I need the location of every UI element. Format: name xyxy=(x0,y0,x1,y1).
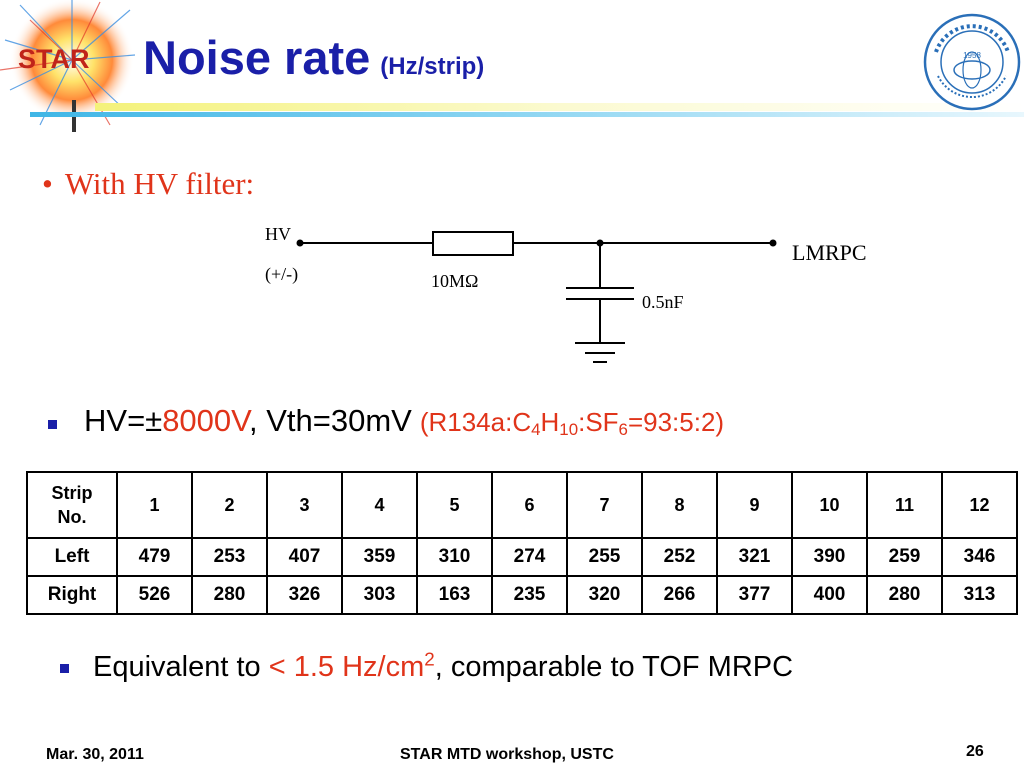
table-cell: 320 xyxy=(566,575,643,615)
plus-minus-symbol: ± xyxy=(145,403,163,438)
node-hv xyxy=(296,239,304,247)
bullet-square xyxy=(60,664,69,673)
table-header-strip: 3 xyxy=(266,471,343,539)
table-cell: 407 xyxy=(266,537,343,577)
resistor-symbol xyxy=(432,231,514,256)
bullet-hv-filter-text: With HV filter: xyxy=(64,166,255,201)
table-header-strip: 8 xyxy=(641,471,718,539)
table-header-strip: 12 xyxy=(941,471,1018,539)
table-cell: 310 xyxy=(416,537,493,577)
table-cell: 303 xyxy=(341,575,418,615)
table-header-strip: 2 xyxy=(191,471,268,539)
bullet-equivalent-rate: Equivalent to < 1.5 Hz/cm2, comparable t… xyxy=(93,648,794,684)
bullet-square xyxy=(48,420,57,429)
table-row: Right 526 280 326 303 163 235 320 266 377 400 280 31… xyxy=(26,575,1018,615)
ustc-seal-icon: 1958 xyxy=(923,13,1021,111)
bullet-hv-settings: HV=±8000V, Vth=30mV (R134a:C4H10:SF6=93:5… xyxy=(84,403,724,439)
circuit-capacitor-label: 0.5nF xyxy=(642,292,684,312)
title-main: Noise rate xyxy=(143,31,371,84)
seal-year: 1958 xyxy=(963,51,981,60)
table-header-strip: 1 xyxy=(116,471,193,539)
table-header-strip: 5 xyxy=(416,471,493,539)
circuit-hv-polarity: (+/-) xyxy=(265,264,299,284)
table-cell: 400 xyxy=(791,575,868,615)
table-row-label: Right xyxy=(26,575,118,615)
table-cell: 274 xyxy=(491,537,568,577)
table-row-label: Left xyxy=(26,537,118,577)
table-cell: 235 xyxy=(491,575,568,615)
header-band-yellow xyxy=(95,103,1024,111)
table-cell: 252 xyxy=(641,537,718,577)
equiv-prefix: Equivalent to xyxy=(93,651,269,683)
table-cell: 326 xyxy=(266,575,343,615)
page-title: Noise rate (Hz/strip) xyxy=(143,30,484,85)
circuit-output-label: LMRPC xyxy=(792,240,867,265)
table-cell: 280 xyxy=(866,575,943,615)
table-cell: 163 xyxy=(416,575,493,615)
bullet-hv-filter: • With HV filter: xyxy=(42,166,254,202)
table-row: Left 479 253 407 359 310 274 255 252 321 390 259 346 xyxy=(26,537,1018,577)
circuit-hv-label: HV xyxy=(265,224,291,244)
table-cell: 255 xyxy=(566,537,643,577)
table-cell: 479 xyxy=(116,537,193,577)
table-cell: 280 xyxy=(191,575,268,615)
table-cell: 253 xyxy=(191,537,268,577)
node-output xyxy=(769,239,777,247)
hv-filter-circuit xyxy=(296,231,777,363)
table-cell: 377 xyxy=(716,575,793,615)
table-header-strip-no: Strip No. xyxy=(26,471,118,539)
equiv-suffix: , comparable to TOF MRPC xyxy=(434,651,794,683)
table-header-strip: 9 xyxy=(716,471,793,539)
table-header-strip: 11 xyxy=(866,471,943,539)
vth-value: , Vth=30mV xyxy=(248,403,412,438)
gas-mixture: (R134a:C4H10:SF6=93:5:2) xyxy=(419,407,725,440)
table-header-row: Strip No. 1 2 3 4 5 6 7 8 9 10 11 12 xyxy=(26,471,1018,539)
table-cell: 526 xyxy=(116,575,193,615)
bullet-dot: • xyxy=(42,166,53,201)
table-cell: 313 xyxy=(941,575,1018,615)
hv-value: 8000V xyxy=(162,403,249,438)
table-header-strip: 7 xyxy=(566,471,643,539)
table-cell: 346 xyxy=(941,537,1018,577)
table-header-strip: 6 xyxy=(491,471,568,539)
header-band-cyan xyxy=(30,112,1024,117)
title-units: (Hz/strip) xyxy=(380,53,485,80)
node-junction xyxy=(596,239,604,247)
table-cell: 266 xyxy=(641,575,718,615)
footer-event: STAR MTD workshop, USTC xyxy=(400,746,614,763)
footer-date: Mar. 30, 2011 xyxy=(46,746,144,763)
equiv-value: < 1.5 Hz/cm2 xyxy=(268,648,435,683)
circuit-resistor-label: 10MΩ xyxy=(431,271,479,291)
slide-number: 26 xyxy=(966,743,984,760)
hv-prefix: HV= xyxy=(84,403,146,438)
table-cell: 259 xyxy=(866,537,943,577)
star-logo-text: STAR xyxy=(18,44,90,74)
table-cell: 390 xyxy=(791,537,868,577)
table-cell: 359 xyxy=(341,537,418,577)
noise-rate-table: Strip No. 1 2 3 4 5 6 7 8 9 10 11 12 Left 479 253 407 35… xyxy=(26,471,1018,615)
table-header-strip: 10 xyxy=(791,471,868,539)
table-cell: 321 xyxy=(716,537,793,577)
table-header-strip: 4 xyxy=(341,471,418,539)
